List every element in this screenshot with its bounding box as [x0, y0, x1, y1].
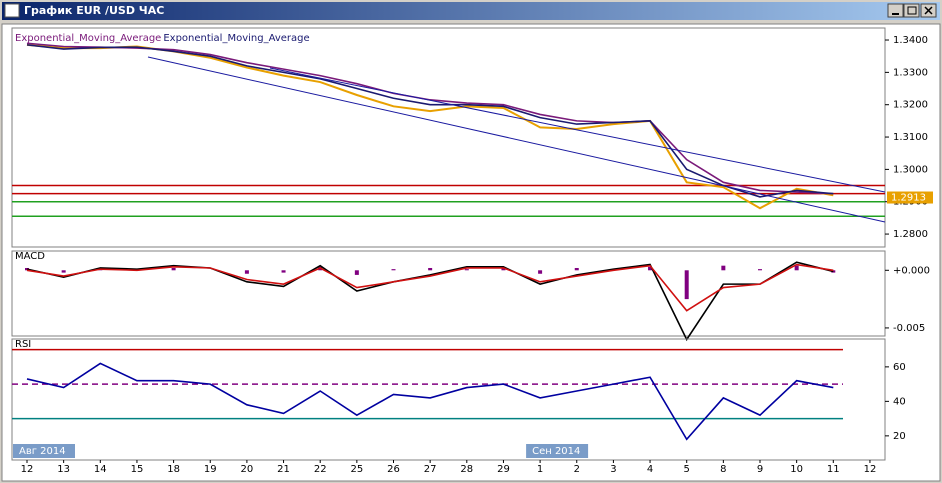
x-tick-label: 29 [497, 464, 510, 475]
legend-entry: Exponential_Moving_Average [15, 33, 161, 44]
y-tick-label: 1.3300 [893, 67, 928, 78]
x-tick-label: 12 [864, 464, 877, 475]
series-line [26, 263, 834, 312]
histogram-bar [391, 269, 396, 271]
period-label: Авг 2014 [19, 446, 66, 457]
pane [11, 250, 886, 337]
histogram-bar [648, 266, 653, 271]
chart-area [1, 23, 941, 482]
histogram-bar [171, 267, 176, 271]
x-tick-label: 19 [204, 464, 217, 475]
x-tick-label: 10 [790, 464, 803, 475]
last-price-tag [887, 191, 933, 204]
x-tick-label: 1 [537, 464, 543, 475]
pane [11, 338, 886, 461]
histogram-bar [758, 269, 762, 271]
x-tick-label: 27 [424, 464, 437, 475]
window-title: График EUR /USD ЧАС [24, 4, 164, 17]
charts: 1.28001.29001.30001.31001.32001.33001.34… [11, 27, 933, 475]
x-tick-label: 15 [131, 464, 144, 475]
x-tick-label: 25 [350, 464, 363, 475]
x-tick-label: 2 [574, 464, 580, 475]
x-tick-label: 5 [684, 464, 690, 475]
x-tick-label: 3 [610, 464, 616, 475]
series-line [26, 44, 834, 198]
y-tick-label: +0.000 [893, 265, 930, 276]
histogram-bar [574, 267, 579, 271]
x-tick-label: 28 [460, 464, 473, 475]
histogram-bar [428, 267, 433, 271]
y-tick-label: 1.3100 [893, 132, 928, 143]
y-tick-label: 1.2800 [893, 229, 928, 240]
x-tick-label: 13 [57, 464, 70, 475]
channel-line-upper [269, 67, 886, 193]
histogram-bar [721, 265, 726, 271]
last-price-label: 1.2913 [891, 193, 926, 204]
series-line [26, 362, 834, 441]
x-tick-label: 8 [720, 464, 726, 475]
histogram-bar [464, 269, 469, 271]
histogram-bar [281, 270, 286, 273]
app-icon [4, 3, 20, 18]
x-tick-label: 12 [21, 464, 34, 475]
x-tick-label: 22 [314, 464, 327, 475]
title-bar [2, 2, 940, 20]
legend-entry: Exponential_Moving_Average [163, 33, 309, 44]
histogram-bar [684, 270, 689, 300]
x-tick-label: 18 [167, 464, 180, 475]
series-line [26, 261, 834, 342]
y-tick-label: 1.3400 [893, 35, 928, 46]
x-tick-label: 9 [757, 464, 763, 475]
histogram-bar [61, 270, 66, 273]
y-tick-label: 20 [893, 431, 906, 442]
period-label: Сен 2014 [532, 446, 580, 457]
channel-line-lower [147, 56, 886, 223]
minimize-button[interactable] [887, 3, 904, 18]
pane-title: RSI [15, 339, 31, 350]
y-tick-label: -0.005 [893, 323, 925, 334]
y-tick-label: 60 [893, 362, 906, 373]
x-tick-label: 21 [277, 464, 290, 475]
histogram-bar [501, 267, 506, 271]
x-tick-label: 11 [827, 464, 840, 475]
period-box [526, 444, 589, 458]
x-tick-label: 26 [387, 464, 400, 475]
maximize-button[interactable] [903, 3, 920, 18]
histogram-bar [354, 270, 359, 275]
x-tick-label: 4 [647, 464, 653, 475]
x-tick-label: 14 [94, 464, 107, 475]
period-box [13, 444, 75, 458]
histogram-bar [794, 265, 799, 271]
histogram-bar [244, 270, 249, 274]
window-buttons[interactable] [887, 3, 937, 18]
pane-title: MACD [15, 251, 45, 262]
y-tick-label: 40 [893, 396, 906, 407]
x-tick-label: 20 [241, 464, 254, 475]
histogram-bar [538, 270, 543, 274]
y-tick-label: 1.3000 [893, 164, 928, 175]
y-tick-label: 1.3200 [893, 100, 928, 111]
